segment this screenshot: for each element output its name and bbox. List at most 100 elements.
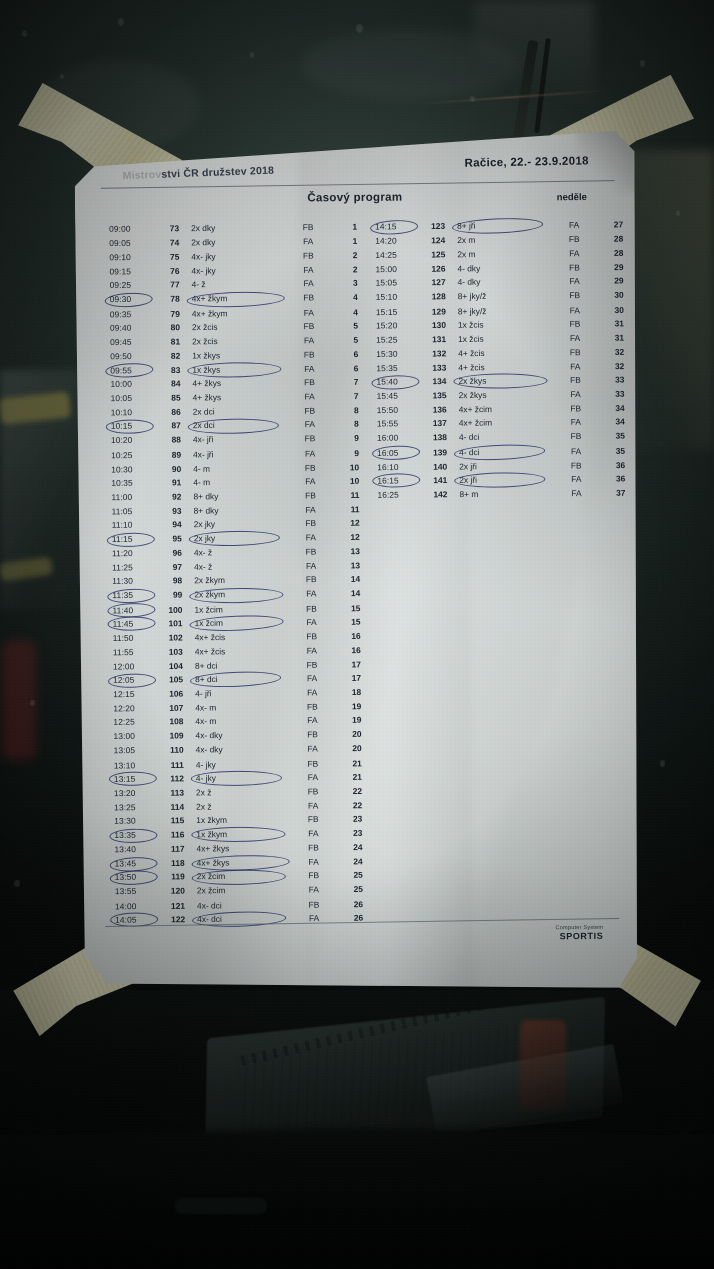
race-number: 110 [170,745,184,756]
race-event: 4- jky [195,772,216,783]
glass-smear [300,30,520,100]
race-event: 2x dky [191,222,216,234]
race-code: 20 [352,729,362,740]
race-time: 11:50 [112,632,134,643]
race-number: 118 [171,858,185,869]
race-time: 09:55 [110,365,132,376]
race-code: 34 [615,403,625,414]
footer-brand: SPORTIS [559,930,604,942]
race-time: 13:10 [113,759,136,771]
race-number: 83 [170,364,181,375]
race-code: 17 [351,672,362,683]
race-final-type: FA [307,771,319,782]
race-event: 2x žcim [196,885,226,896]
race-number: 120 [170,885,185,897]
race-event: 4- dky [457,277,481,288]
race-event: 1x žkys [192,350,221,361]
race-event: 2x žkys [458,389,487,401]
race-final-type: FB [570,431,582,442]
race-event: 8+ jři [457,220,476,231]
race-time: 15:05 [375,277,398,288]
race-number: 77 [170,279,180,290]
race-time: 11:10 [111,519,133,530]
schedule-columns: 09:00 73 2x dky FB 1 09:05 74 2x dky FA 1 09:10 75 4… [75,216,635,928]
race-code: 26 [353,898,364,909]
race-final-type: FA [306,616,317,627]
race-number: 88 [171,434,181,445]
race-number: 115 [170,815,185,826]
race-number: 129 [431,306,446,317]
race-final-type: FA [308,828,319,839]
race-code: 5 [353,320,359,331]
race-time: 15:50 [376,405,399,416]
dashboard-vent [175,1198,267,1214]
race-event: 4x+ žkys [196,857,230,868]
race-final-type: FB [308,870,320,881]
race-final-type: FA [305,504,316,515]
race-time: 09:50 [110,350,132,362]
race-event: 4x- dci [196,899,222,911]
timetable-sheet: Mistrovstvi ČR družstev 2018 Račice, 22.… [78,128,638,990]
race-code: 6 [353,363,359,374]
race-time: 09:35 [109,308,132,319]
raindrop [30,700,35,706]
race-number: 135 [432,390,447,401]
race-event: 4x- jři [193,448,214,460]
race-number: 137 [432,418,447,429]
race-number: 117 [170,843,185,854]
race-final-type: FB [569,290,581,301]
race-code: 37 [616,487,626,498]
race-event: 2x žcis [192,335,218,347]
race-code: 22 [352,800,363,811]
race-code: 33 [615,388,625,399]
race-code: 28 [613,233,624,244]
race-final-type: FB [306,603,317,614]
raindrop [14,880,20,887]
race-number: 85 [171,392,181,403]
race-final-type: FA [303,278,314,289]
race-number: 121 [170,900,186,911]
race-final-type: FB [569,262,580,273]
race-event: 2x dky [191,237,216,248]
race-event: 4- jky [195,759,216,770]
race-time: 14:00 [114,900,137,911]
race-time: 10:30 [111,463,133,475]
race-final-type: FA [305,532,316,543]
race-number: 134 [432,376,447,387]
race-number: 102 [168,632,183,643]
race-event: 4x+ žcis [194,631,226,643]
race-final-type: FA [304,447,316,459]
race-final-type: FB [570,374,581,385]
race-final-type: FB [303,320,315,331]
race-final-type: FA [304,419,315,430]
race-number: 80 [170,321,181,332]
race-number: 101 [168,617,183,628]
race-number: 108 [169,716,184,727]
race-number: 123 [431,220,446,231]
race-final-type: FA [570,361,581,372]
race-code: 31 [614,332,625,343]
race-number: 109 [169,730,184,741]
race-time: 14:20 [375,235,397,246]
race-number: 91 [171,476,182,488]
race-time: 11:55 [112,646,134,658]
race-event: 8+ dky [193,505,219,516]
race-code: 8 [353,405,359,416]
race-code: 32 [614,346,625,357]
footer-logo: Computer System SPORTIS [555,925,604,942]
race-code: 30 [614,290,624,301]
race-event: 2x žkym [194,575,225,586]
race-time: 15:55 [376,418,399,429]
race-time: 15:20 [375,319,398,331]
dashboard [0,1135,714,1269]
race-final-type: FB [306,659,318,670]
race-final-type: FA [569,276,580,287]
race-code: 7 [353,376,359,387]
race-number: 97 [172,562,183,573]
raindrop [118,18,124,26]
race-code: 16 [351,630,361,641]
race-number: 98 [172,575,183,586]
race-code: 11 [350,489,360,500]
race-number: 136 [432,404,447,415]
race-code: 10 [349,461,360,473]
